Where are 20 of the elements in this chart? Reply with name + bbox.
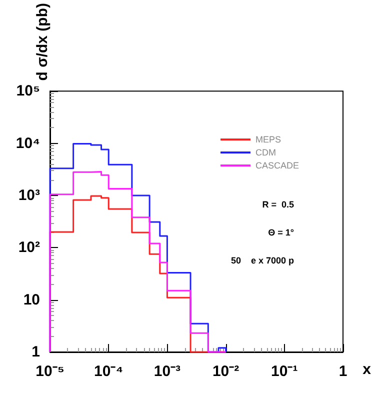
legend-label: CDM	[255, 148, 276, 158]
legend-label: MEPS	[255, 134, 282, 144]
x-tick-label: 10⁻⁴	[94, 363, 124, 380]
y-tick-label: 10³	[18, 186, 40, 204]
annotation: 50 e x 7000 p	[230, 256, 295, 266]
y-tick-label: 10⁵	[16, 82, 40, 100]
x-tick-label: 10⁻²	[212, 363, 240, 380]
legend-label: CASCADE	[255, 160, 300, 170]
x-tick-label: 10⁻¹	[271, 363, 298, 380]
x-tick-label: 10⁻⁵	[36, 363, 64, 380]
y-tick-label: 10²	[18, 239, 40, 256]
y-tick-label: 10	[23, 291, 40, 308]
y-axis-title: d σ/dx (pb)	[34, 3, 51, 81]
y-tick-label: 1	[32, 344, 40, 360]
x-axis-title: x	[362, 361, 372, 378]
annotation: Θ = 1°	[268, 228, 294, 238]
annotation: R = 0.5	[262, 200, 294, 210]
x-tick-label: 1	[338, 363, 348, 380]
y-tick-label: 10⁴	[16, 134, 40, 152]
x-tick-label: 10⁻³	[154, 363, 181, 380]
